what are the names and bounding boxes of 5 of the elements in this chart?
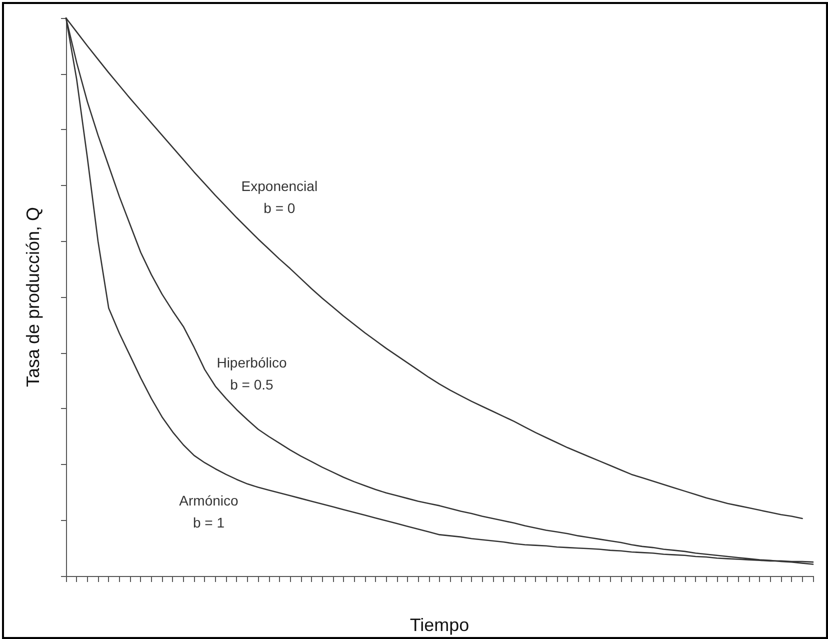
series-label: Exponencial b = 0 xyxy=(241,178,318,216)
series-label: Hiperbólico b = 0.5 xyxy=(216,354,287,393)
series-label: Armónico b = 1 xyxy=(179,492,239,531)
y-axis-title: Tasa de producción, Q xyxy=(23,206,43,388)
x-axis-title: Tiempo xyxy=(410,615,470,635)
